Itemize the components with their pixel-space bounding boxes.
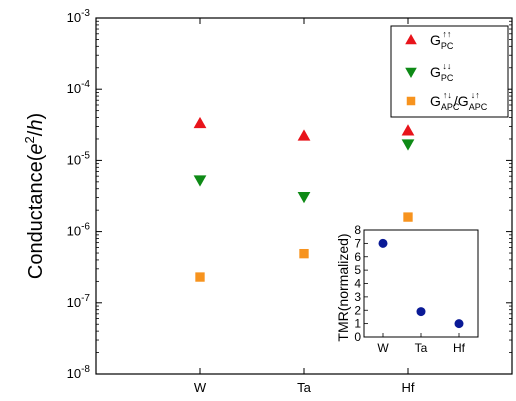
y-tick-label: 10-6 xyxy=(67,222,91,239)
legend-marker-1 xyxy=(405,34,417,45)
data-point-s3-ta xyxy=(299,248,309,259)
inset-y-tick-label: 3 xyxy=(354,290,361,304)
x-tick-label-hf: Hf xyxy=(402,380,415,395)
y-tick-label: 10-5 xyxy=(67,150,91,167)
inset-y-tick-label: 0 xyxy=(354,330,361,344)
legend-marker-2 xyxy=(405,67,417,78)
inset-y-tick-label: 5 xyxy=(354,263,361,277)
data-point-s2-hf xyxy=(401,139,415,151)
inset-x-tick-label-hf: Hf xyxy=(453,341,466,355)
inset-y-tick-label: 6 xyxy=(354,250,361,264)
inset-y-tick-label: 8 xyxy=(354,223,361,237)
data-point-s2-w xyxy=(193,175,207,187)
legend-marker-3 xyxy=(406,96,416,106)
data-point-s3-hf xyxy=(403,212,413,222)
legend-label-1: GPC↑↑ xyxy=(430,29,454,51)
y-tick-label: 10-4 xyxy=(67,79,91,96)
inset-data-point-hf xyxy=(454,319,464,329)
inset-data-point-w xyxy=(378,238,388,248)
y-axis-title: Conductance(e2/h) xyxy=(22,113,47,279)
y-tick-label: 10-3 xyxy=(67,8,91,25)
x-tick-label-w: W xyxy=(194,380,207,395)
data-point-s1-w xyxy=(193,116,207,129)
legend: GPC↑↑ GPC↓↓ GAPC↑↓/GAPC↓↑ xyxy=(390,25,509,118)
y-tick-label: 10-8 xyxy=(67,364,91,381)
data-point-s1-hf xyxy=(401,124,415,136)
inset-y-tick-label: 4 xyxy=(354,277,361,291)
main-plot: 10-8 10-7 10-6 10-5 10-4 10-3 W Ta Hf Conductance… xyxy=(22,8,513,395)
data-point-s1-ta xyxy=(297,129,311,141)
legend-label-3: GAPC↑↓/GAPC↓↑ xyxy=(430,90,488,112)
inset-y-axis-title: TMR(normalized) xyxy=(335,233,351,341)
data-point-s2-ta xyxy=(297,191,311,204)
inset-data-point-ta xyxy=(416,307,426,317)
x-tick-label-ta: Ta xyxy=(297,380,312,395)
y-tick-label: 10-7 xyxy=(67,293,91,310)
inset-y-tick-label: 2 xyxy=(354,303,361,317)
inset-y-tick-label: 7 xyxy=(354,236,361,250)
data-point-s3-w xyxy=(195,272,205,282)
inset-x-tick-label-w: W xyxy=(377,341,389,355)
inset-y-tick-label: 1 xyxy=(354,317,361,331)
inset-x-tick-label-ta: Ta xyxy=(415,341,428,355)
legend-label-2: GPC↓↓ xyxy=(430,61,454,83)
